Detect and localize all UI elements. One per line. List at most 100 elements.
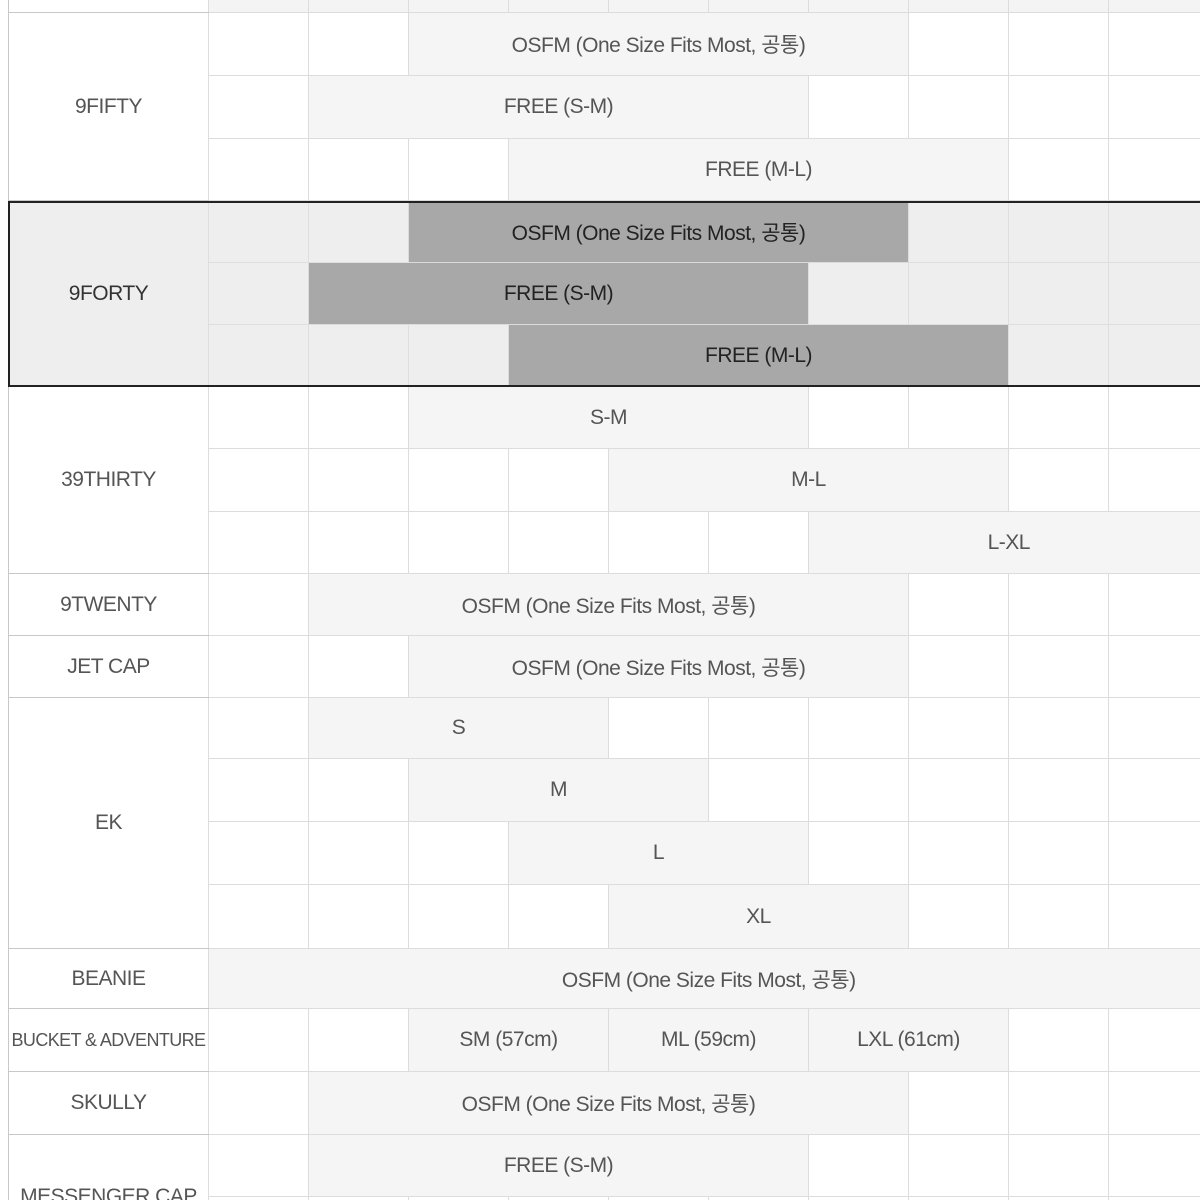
size-row: 9FORTY OSFM (One Size Fits Most, 공통): [8, 200, 1200, 387]
grid-cell: [308, 511, 409, 574]
size-row: FREE (S-M): [9, 75, 1200, 139]
grid-cell: [808, 821, 909, 885]
grid-cell: [408, 324, 509, 387]
grid-cell: [1008, 821, 1109, 885]
size-row: 39THIRTY S-M: [8, 386, 1200, 574]
grid-cell: [908, 758, 1009, 822]
model-label: BEANIE: [8, 948, 209, 1009]
grid-cell: [208, 1134, 309, 1197]
size-range: OSFM (One Size Fits Most, 공통): [308, 573, 909, 636]
size-range: FREE (S-M): [308, 75, 809, 139]
grid-cell: [408, 138, 509, 201]
size-range: L: [508, 821, 809, 885]
size-range: OSFM (One Size Fits Most, 공통): [308, 1071, 909, 1135]
grid-cell: [1108, 884, 1200, 949]
grid-cell: [1008, 1134, 1109, 1197]
grid-cell: [308, 138, 409, 201]
size-range: FREE (S-M): [308, 1134, 809, 1197]
grid-cell: [208, 635, 309, 698]
size-row: [8, 0, 1200, 13]
group-9twenty: 9TWENTY OSFM (One Size Fits Most, 공통): [8, 573, 1200, 636]
grid-cell: [408, 1196, 509, 1200]
grid-cell: [208, 758, 309, 822]
size-row: 9TWENTY OSFM (One Size Fits Most, 공통): [8, 573, 1200, 636]
group-messenger-cap: MESSENGER CAP FREE (S-M): [8, 1134, 1200, 1200]
group-jet-cap: JET CAP OSFM (One Size Fits Most, 공통): [8, 635, 1200, 698]
grid-cell: [208, 1008, 309, 1072]
grid-cell: [1008, 75, 1109, 139]
grid-cell: [1008, 758, 1109, 822]
group-beanie: BEANIE OSFM (One Size Fits Most, 공통): [8, 948, 1200, 1009]
model-label: [8, 0, 209, 13]
grid-cell: [708, 1196, 809, 1200]
grid-cell: [208, 821, 309, 885]
group-9fifty: 9FIFTY OSFM (One Size Fits Most, 공통) FREE …: [8, 12, 1200, 201]
grid-cell: [908, 697, 1009, 759]
group-39thirty: 39THIRTY S-M M-L L-XL: [8, 386, 1200, 574]
grid-cell: [208, 200, 309, 263]
size-row: 9FIFTY OSFM (One Size Fits Most, 공통): [8, 12, 1200, 201]
grid-cell: [1008, 1196, 1109, 1200]
model-label: EK: [8, 697, 209, 949]
grid-cell: [908, 884, 1009, 949]
grid-cell: [808, 1134, 909, 1197]
grid-cell: [308, 0, 409, 13]
grid-cell: [1108, 386, 1200, 449]
grid-cell: [908, 262, 1009, 325]
grid-cell: [308, 200, 409, 263]
size-row: M: [9, 758, 1200, 822]
grid-cell: [208, 138, 309, 201]
grid-cell: [508, 511, 609, 574]
grid-cell: [908, 1134, 1009, 1197]
size-row: M-L: [9, 448, 1200, 512]
size-row: FREE (M-L): [9, 324, 1200, 387]
model-label: 9FIFTY: [8, 12, 209, 201]
size-range: M-L: [608, 448, 1009, 512]
grid-cell: [808, 1196, 909, 1200]
grid-cell: [208, 262, 309, 325]
grid-cell: [208, 511, 309, 574]
model-label: SKULLY: [8, 1071, 209, 1135]
grid-cell: [308, 448, 409, 512]
grid-cell: [608, 511, 709, 574]
grid-cell: [1008, 1008, 1109, 1072]
grid-cell: [1008, 12, 1109, 76]
grid-cell: [208, 448, 309, 512]
grid-cell: [808, 75, 909, 139]
grid-cell: [1008, 262, 1109, 325]
grid-cell: [308, 884, 409, 949]
grid-cell: [908, 1071, 1009, 1135]
size-range: OSFM (One Size Fits Most, 공통): [408, 200, 909, 263]
grid-cell: [1008, 573, 1109, 636]
model-label: MESSENGER CAP: [8, 1134, 209, 1200]
size-range: FREE (S-M): [308, 262, 809, 325]
grid-cell: [208, 12, 309, 76]
size-row: L-XL: [9, 511, 1200, 574]
size-row: BUCKET & ADVENTURE SM (57cm) ML (59cm) LXL …: [8, 1008, 1200, 1072]
grid-cell: [308, 12, 409, 76]
size-row: SKULLY OSFM (One Size Fits Most, 공통): [8, 1071, 1200, 1135]
model-label: JET CAP: [8, 635, 209, 698]
grid-cell: [1008, 448, 1109, 512]
group-top: [8, 0, 1200, 13]
grid-cell: [1108, 1071, 1200, 1135]
grid-cell: [508, 0, 609, 13]
size-range: XL: [608, 884, 909, 949]
group-ek: EK S M L XL: [8, 697, 1200, 949]
grid-cell: [308, 386, 409, 449]
grid-cell: [308, 1008, 409, 1072]
size-range: M: [408, 758, 709, 822]
grid-cell: [908, 12, 1009, 76]
grid-cell: [1108, 635, 1200, 698]
group-skully: SKULLY OSFM (One Size Fits Most, 공통): [8, 1071, 1200, 1135]
grid-cell: [908, 573, 1009, 636]
grid-cell: [608, 697, 709, 759]
grid-cell: [508, 1196, 609, 1200]
grid-cell: [308, 1196, 409, 1200]
grid-cell: [1108, 200, 1200, 263]
grid-cell: [1008, 697, 1109, 759]
grid-cell: [908, 1196, 1009, 1200]
size-row: FREE (M-L): [9, 138, 1200, 201]
size-range: ML (59cm): [608, 1008, 809, 1072]
grid-cell: [1108, 1196, 1200, 1200]
